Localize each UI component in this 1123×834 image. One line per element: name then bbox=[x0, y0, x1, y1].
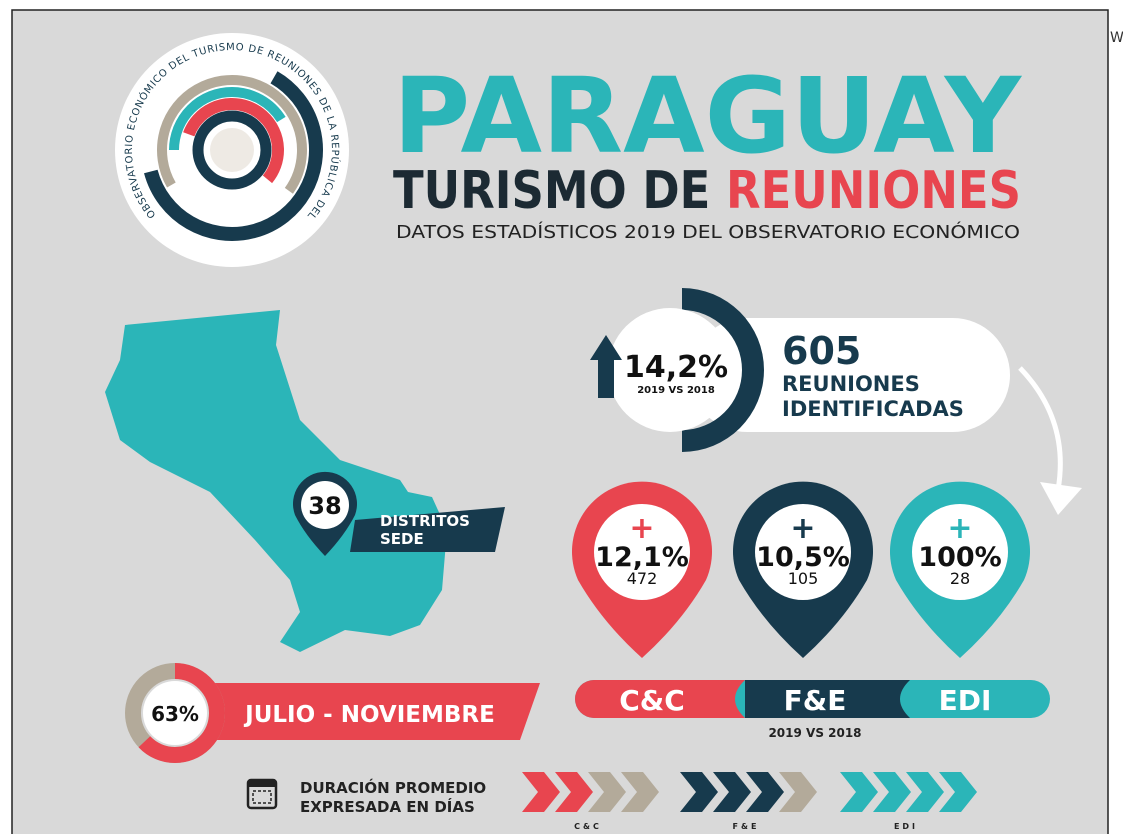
segment-label: EDI bbox=[939, 684, 992, 717]
duration-line: DURACIÓN PROMEDIO bbox=[300, 778, 486, 797]
calendar-icon bbox=[246, 778, 278, 810]
meetings-line: IDENTIFICADAS bbox=[782, 397, 964, 421]
pin-inner bbox=[301, 481, 349, 529]
chevron bbox=[713, 772, 751, 812]
segment-bar: C&C F&E EDI 2019 VS 2018 bbox=[575, 680, 1050, 740]
caption: DATOS ESTADÍSTICOS 2019 DEL OBSERVATORIO… bbox=[396, 221, 1020, 243]
logo-ring bbox=[180, 97, 284, 202]
meetings-line: REUNIONES bbox=[782, 372, 920, 396]
season-banner bbox=[210, 683, 540, 740]
pin-inner bbox=[755, 504, 851, 600]
chevron bbox=[939, 772, 977, 812]
logo-ring bbox=[192, 110, 272, 190]
pin-count: 28 bbox=[950, 569, 970, 588]
chevron bbox=[522, 772, 560, 812]
chevron bbox=[680, 772, 718, 812]
flow-arrow bbox=[1018, 366, 1063, 491]
chevrons: C&C F&E EDI bbox=[522, 772, 977, 831]
pin-inner bbox=[912, 504, 1008, 600]
season: 63% JULIO - NOVIEMBRE bbox=[125, 663, 540, 763]
meetings-count: 605 bbox=[782, 329, 861, 373]
districts-line: DISTRITOS bbox=[380, 512, 470, 530]
logo-ring bbox=[157, 75, 307, 225]
flow-arrow-head bbox=[1040, 482, 1082, 515]
duration-line: EXPRESADA EN DÍAS bbox=[300, 797, 475, 816]
chevron bbox=[588, 772, 626, 812]
segment-label: F&E bbox=[784, 684, 847, 717]
logo-core bbox=[210, 128, 254, 172]
season-ring-arc bbox=[125, 663, 225, 763]
season-core bbox=[143, 681, 207, 745]
title: PARAGUAY bbox=[393, 55, 1023, 177]
chevron bbox=[621, 772, 659, 812]
pin-percent: 12,1% bbox=[595, 542, 689, 573]
districts-banner bbox=[350, 507, 505, 552]
chevron bbox=[840, 772, 878, 812]
subtitle: TURISMO DE REUNIONES bbox=[393, 161, 1021, 221]
chevron bbox=[779, 772, 817, 812]
chevron-label: F&E bbox=[733, 822, 760, 831]
growth-disc bbox=[608, 308, 732, 432]
growth-value: 14,2% bbox=[624, 350, 728, 385]
pin-sign: + bbox=[790, 511, 815, 546]
chevron-label: C&C bbox=[574, 822, 602, 831]
pin-count: 105 bbox=[788, 569, 819, 588]
logo-ring bbox=[141, 59, 323, 241]
segment-cc bbox=[575, 680, 745, 718]
season-label: JULIO - NOVIEMBRE bbox=[243, 702, 495, 728]
chevron bbox=[906, 772, 944, 812]
chevron-label: EDI bbox=[894, 822, 918, 831]
growth-arc bbox=[682, 288, 764, 452]
segment-fe bbox=[745, 680, 910, 718]
districts-line: SEDE bbox=[380, 530, 424, 548]
subtitle-red: REUNIONES bbox=[726, 161, 1021, 221]
segment-label: C&C bbox=[619, 684, 685, 717]
chevron bbox=[873, 772, 911, 812]
meetings-pill bbox=[690, 318, 1010, 432]
pin-count: 472 bbox=[627, 569, 658, 588]
segment-note: 2019 VS 2018 bbox=[768, 726, 861, 740]
chevron bbox=[746, 772, 784, 812]
logo-ring bbox=[169, 87, 295, 213]
corner-text: W bbox=[1110, 30, 1123, 46]
pin-percent: 10,5% bbox=[756, 542, 850, 573]
districts-pin: 38 DISTRITOS SEDE bbox=[293, 471, 505, 556]
pin-percent: 100% bbox=[918, 542, 1001, 573]
up-arrow bbox=[590, 335, 622, 398]
growth-note: 2019 VS 2018 bbox=[637, 385, 715, 396]
districts-count: 38 bbox=[308, 492, 341, 520]
chevron bbox=[555, 772, 593, 812]
pins: +12,1%472 +10,5%105 +100%28 bbox=[572, 481, 1030, 658]
map bbox=[105, 310, 447, 652]
pin-sign: + bbox=[947, 511, 972, 546]
season-percent: 63% bbox=[151, 702, 199, 726]
subtitle-dark: TURISMO DE bbox=[393, 161, 710, 221]
pin-sign: + bbox=[629, 511, 654, 546]
pin-inner bbox=[594, 504, 690, 600]
